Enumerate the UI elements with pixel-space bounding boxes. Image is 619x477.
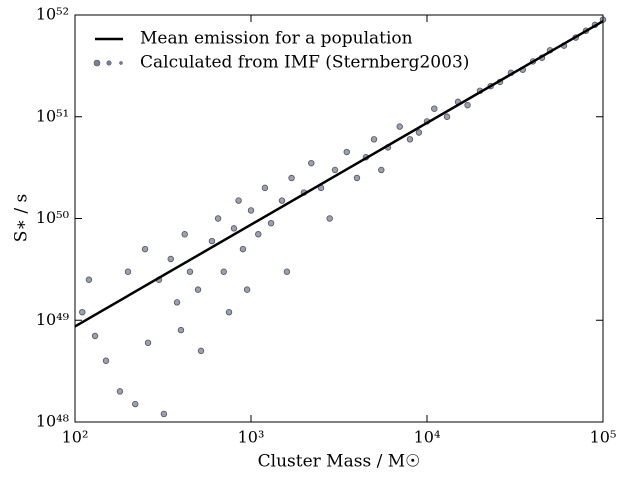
point (91, 332, 99, 340)
point (173, 299, 181, 306)
point (181, 231, 188, 238)
point (283, 268, 291, 275)
point (208, 237, 216, 245)
y-tick-label: 10⁴⁹ (36, 310, 70, 329)
point (278, 197, 286, 204)
point (214, 215, 222, 222)
y-tick-label: 10⁵⁰ (36, 208, 69, 227)
point (85, 276, 93, 283)
point (141, 245, 149, 253)
x-tick-label: 10⁵ (590, 428, 617, 447)
point (267, 219, 275, 227)
point (225, 308, 233, 316)
point (194, 286, 202, 293)
point (326, 215, 333, 222)
y-tick-label: 10⁵¹ (36, 106, 69, 125)
point (79, 308, 86, 316)
point (220, 268, 227, 275)
point (124, 268, 132, 275)
point (443, 113, 451, 120)
legend-marker (93, 59, 101, 67)
mean-line (74, 20, 604, 328)
point (464, 101, 471, 109)
point (261, 184, 269, 192)
point (415, 129, 423, 136)
point (235, 197, 242, 204)
legend-marker (106, 60, 112, 66)
legend-label: Calculated from IMF (Sternberg2003) (140, 53, 469, 73)
point (406, 136, 414, 143)
x-tick-label: 10³ (238, 428, 265, 447)
point (132, 400, 139, 408)
point (288, 174, 295, 182)
y-tick-label: 10⁴⁸ (36, 412, 69, 431)
point (239, 245, 247, 253)
point (331, 166, 339, 174)
y-tick-label: 10⁵² (36, 5, 69, 24)
point (197, 347, 205, 355)
x-axis-label: Cluster Mass / M☉ (258, 452, 421, 472)
point (144, 339, 152, 347)
point (378, 166, 385, 174)
point (230, 225, 238, 232)
point (370, 136, 378, 143)
x-tick-label: 10⁴ (414, 428, 441, 447)
point (308, 159, 315, 167)
point (116, 388, 124, 395)
point (247, 207, 255, 214)
point (177, 326, 185, 334)
x-tick-label: 10² (62, 428, 89, 447)
legend-label: Mean emission for a population (140, 29, 413, 49)
y-axis-label: S∗ / s (12, 194, 32, 242)
point (243, 286, 251, 293)
plot-frame (74, 14, 604, 423)
legend-marker (119, 61, 123, 65)
point (167, 255, 174, 263)
point (343, 148, 350, 156)
point (102, 357, 110, 364)
point (353, 174, 361, 182)
point (431, 105, 438, 112)
point (186, 268, 194, 275)
point (255, 231, 262, 238)
point (160, 410, 168, 418)
point (396, 123, 403, 130)
